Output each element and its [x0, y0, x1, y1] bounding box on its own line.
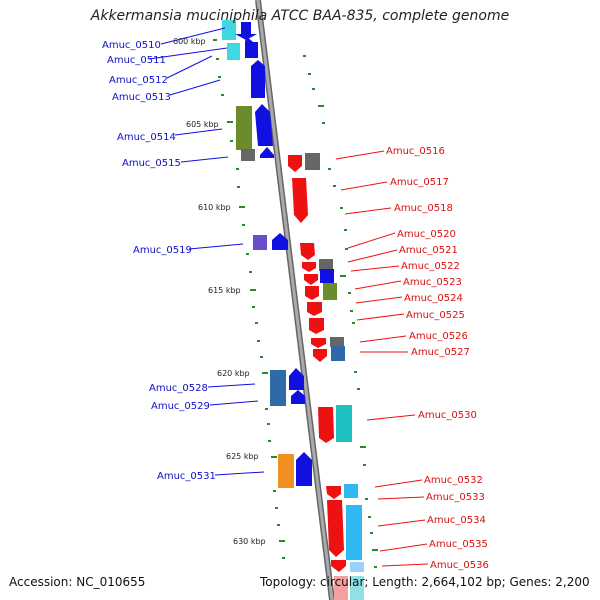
gene-label[interactable]: Amuc_0526 — [409, 331, 468, 342]
map-title: Akkermansia muciniphila ATCC BAA-835, co… — [90, 8, 510, 24]
scale-label: 630 kbp — [233, 537, 266, 546]
gene-arrow[interactable] — [327, 500, 344, 557]
gene-label[interactable]: Amuc_0535 — [429, 539, 488, 550]
gene-block[interactable] — [334, 576, 348, 600]
gene-label[interactable]: Amuc_0528 — [149, 383, 208, 394]
gene-arrow[interactable] — [307, 302, 322, 316]
gene-label[interactable]: Amuc_0519 — [133, 245, 192, 256]
gene-block[interactable] — [278, 454, 294, 488]
gene-arrow[interactable] — [309, 318, 324, 334]
gene-arrow[interactable] — [291, 390, 305, 404]
gene-label[interactable]: Amuc_0525 — [406, 310, 465, 321]
gene-label[interactable]: Amuc_0516 — [386, 146, 445, 157]
label-leader-lines — [335, 150, 429, 567]
gene-arrow[interactable] — [331, 560, 346, 572]
gene-label[interactable]: Amuc_0514 — [117, 132, 176, 143]
gene-label[interactable]: Amuc_0512 — [109, 75, 168, 86]
gene-label[interactable]: Amuc_0529 — [151, 401, 210, 412]
gene-block[interactable] — [305, 153, 320, 170]
gene-label[interactable]: Amuc_0511 — [107, 55, 166, 66]
gene-block[interactable] — [344, 484, 358, 498]
gene-block[interactable] — [336, 405, 352, 442]
scale-label: 625 kbp — [226, 452, 259, 461]
gene-label[interactable]: Amuc_0527 — [411, 347, 470, 358]
gene-block[interactable] — [236, 106, 252, 150]
gene-arrow[interactable] — [300, 243, 315, 260]
reverse-genes — [288, 153, 364, 600]
gene-block[interactable] — [241, 149, 255, 161]
gene-label[interactable]: Amuc_0524 — [404, 293, 463, 304]
gene-arrow[interactable] — [260, 147, 274, 158]
genome-backbone — [255, 0, 335, 600]
gene-arrow[interactable] — [304, 274, 318, 285]
gene-arrow[interactable] — [288, 155, 302, 172]
gene-label[interactable]: Amuc_0517 — [390, 177, 449, 188]
gene-label[interactable]: Amuc_0536 — [430, 560, 489, 571]
gene-arrow[interactable] — [305, 286, 319, 300]
gene-label[interactable]: Amuc_0533 — [426, 492, 485, 503]
gene-label[interactable]: Amuc_0523 — [403, 277, 462, 288]
gene-label[interactable]: Amuc_0532 — [424, 475, 483, 486]
gene-arrow[interactable] — [235, 22, 257, 40]
gene-label[interactable]: Amuc_0518 — [394, 203, 453, 214]
gene-block[interactable] — [319, 259, 333, 271]
genome-summary-text: Topology: circular; Length: 2,664,102 bp… — [260, 575, 590, 589]
gene-label[interactable]: Amuc_0530 — [418, 410, 477, 421]
gene-arrow[interactable] — [311, 338, 326, 348]
forward-genes — [222, 20, 312, 488]
gene-label[interactable]: Amuc_0510 — [102, 40, 161, 51]
gene-block[interactable] — [350, 562, 364, 572]
gene-block[interactable] — [346, 505, 362, 560]
gene-label[interactable]: Amuc_0522 — [401, 261, 460, 272]
scale-label: 605 kbp — [186, 120, 219, 129]
gene-arrow[interactable] — [255, 104, 273, 146]
gene-block[interactable] — [227, 43, 240, 60]
gene-arrow[interactable] — [313, 349, 327, 362]
gene-block[interactable] — [320, 269, 334, 283]
gene-block[interactable] — [270, 370, 286, 406]
gene-label[interactable]: Amuc_0513 — [112, 92, 171, 103]
gene-label[interactable]: Amuc_0521 — [399, 245, 458, 256]
gene-label[interactable]: Amuc_0515 — [122, 158, 181, 169]
gene-label[interactable]: Amuc_0531 — [157, 471, 216, 482]
tick-marks — [213, 39, 378, 568]
gene-block[interactable] — [331, 346, 345, 361]
gene-block[interactable] — [330, 337, 344, 347]
accession-text: Accession: NC_010655 — [9, 575, 146, 589]
gene-block[interactable] — [253, 235, 267, 250]
gene-arrow[interactable] — [245, 36, 258, 58]
gene-block[interactable] — [350, 576, 364, 600]
scale-label: 600 kbp — [173, 37, 206, 46]
gene-arrow[interactable] — [251, 60, 265, 98]
gene-block[interactable] — [323, 283, 337, 300]
gene-arrow[interactable] — [318, 407, 334, 443]
label-leader-lines — [148, 27, 265, 476]
gene-label[interactable]: Amuc_0534 — [427, 515, 486, 526]
scale-label: 620 kbp — [217, 369, 250, 378]
gene-block[interactable] — [222, 20, 236, 40]
scale-label: 610 kbp — [198, 203, 231, 212]
gene-arrow[interactable] — [326, 486, 341, 499]
gene-arrow[interactable] — [292, 178, 308, 223]
gene-arrow[interactable] — [289, 368, 304, 390]
gene-label[interactable]: Amuc_0520 — [397, 229, 456, 240]
gene-arrow[interactable] — [272, 233, 288, 250]
scale-label: 615 kbp — [208, 286, 241, 295]
gene-arrow[interactable] — [302, 262, 316, 272]
gene-arrow[interactable] — [296, 452, 312, 486]
